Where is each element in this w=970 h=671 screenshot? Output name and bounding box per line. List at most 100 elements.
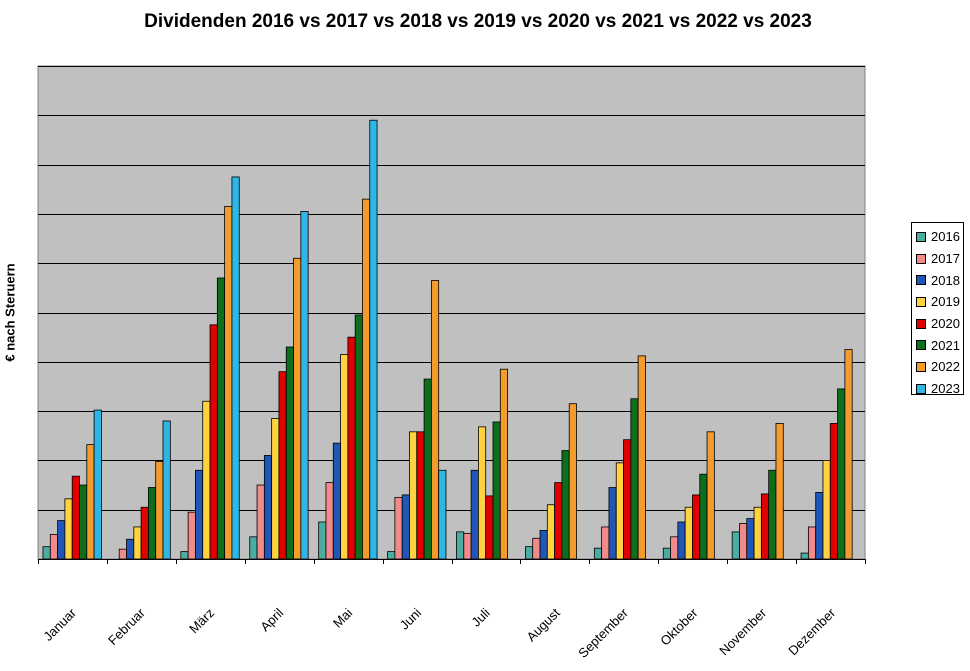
bar-2018-September [608,487,617,560]
bar-2017-März [187,511,196,560]
bar-2017-Januar [49,533,58,560]
bar-2022-Mai [362,198,371,560]
bar-2022-November [775,423,784,560]
bar-2023-Mai [369,119,378,560]
bar-2020-Mai [347,336,356,560]
legend-label: 2019 [931,294,960,310]
bar-2019-Dezember [822,459,831,560]
bar-2019-Mai [340,353,349,560]
bar-2018-August [539,530,548,560]
legend: 2016 2017 2018 2019 2020 2021 2022 2023 [911,222,964,396]
legend-swatch [916,275,926,286]
bar-2023-März [231,176,240,560]
bar-2020-Januar [71,475,80,560]
bar-2023-Januar [93,409,102,560]
legend-item-2019: 2019 [912,291,963,313]
bar-2023-Februar [162,420,171,560]
bar-2022-April [293,257,302,560]
bar-2018-Oktober [677,521,686,560]
legend-label: 2020 [931,316,960,332]
bar-2018-Februar [126,538,135,560]
bar-2019-März [202,400,211,560]
legend-item-2017: 2017 [912,248,963,270]
bar-2017-Juni [394,496,403,560]
bar-2016-Juli [456,531,465,560]
legend-label: 2022 [931,359,960,375]
bar-2018-März [195,469,204,560]
chart-title: Dividenden 2016 vs 2017 vs 2018 vs 2019 … [144,11,812,32]
bar-2021-Juni [423,378,432,560]
bar-2021-Juli [492,421,501,560]
legend-swatch [916,340,926,351]
bar-2018-Juli [470,469,479,560]
legend-item-2016: 2016 [912,226,963,248]
bar-2020-November [760,493,770,560]
bar-2020-Oktober [692,494,701,560]
bar-2016-März [180,551,189,560]
legend-label: 2016 [931,229,960,245]
bar-2018-April [263,455,273,560]
bar-2022-Januar [86,444,95,560]
bar-2021-September [630,398,639,560]
bar-2023-Juni [438,469,447,560]
bar-2016-Januar [42,546,51,560]
bar-2017-Mai [325,482,334,560]
bar-2022-September [637,355,646,560]
bar-2022-Juni [430,280,440,560]
bar-2019-Januar [64,498,73,560]
bar-2022-August [568,403,577,560]
bar-2019-Juli [477,426,487,560]
bar-2017-August [532,537,541,560]
bar-2017-November [739,523,748,560]
bar-2018-Juni [401,494,410,560]
bar-2017-Februar [118,548,127,560]
bar-2020-Juli [485,495,494,560]
bar-2021-April [285,346,294,560]
bar-2022-Juli [499,368,508,560]
bar-2020-April [278,371,287,560]
legend-swatch [916,383,926,394]
gridlines [38,66,865,511]
bar-2017-April [256,484,265,560]
bar-2017-Dezember [807,526,817,560]
legend-item-2018: 2018 [912,269,963,291]
bar-2021-Oktober [699,473,708,560]
legend-item-2022: 2022 [912,356,963,378]
bar-2020-Februar [140,506,149,560]
x-axis [38,559,866,564]
bar-2016-Juni [387,551,396,560]
bars [42,119,853,560]
legend-swatch [916,318,926,329]
bar-2020-August [554,482,563,560]
legend-swatch [916,253,926,264]
legend-swatch [916,361,926,372]
bar-2017-September [601,526,610,560]
bar-2022-März [224,206,233,560]
bar-2019-September [615,462,624,560]
bar-2019-April [271,418,280,560]
bar-2019-Oktober [684,506,693,560]
legend-label: 2018 [931,272,960,288]
bar-2022-Oktober [706,431,715,560]
bar-2021-November [768,469,777,560]
legend-label: 2021 [931,337,960,353]
legend-label: 2023 [931,381,960,397]
bar-2017-Juli [463,532,472,560]
bar-2016-September [593,547,603,560]
bar-2020-Juni [416,431,425,560]
bar-2021-Januar [79,484,88,560]
legend-item-2021: 2021 [912,334,963,356]
bar-2020-März [209,324,218,560]
legend-swatch [916,231,926,242]
bar-2019-Februar [133,526,142,560]
bar-2021-Februar [148,487,157,560]
bar-2016-Oktober [662,547,671,560]
bar-2021-August [561,450,570,560]
legend-item-2023: 2023 [912,378,963,400]
bar-2018-Dezember [815,492,824,560]
bar-2016-November [731,531,740,560]
bar-2019-November [753,506,762,560]
bar-2020-Dezember [829,423,838,560]
bar-2016-April [249,536,258,560]
